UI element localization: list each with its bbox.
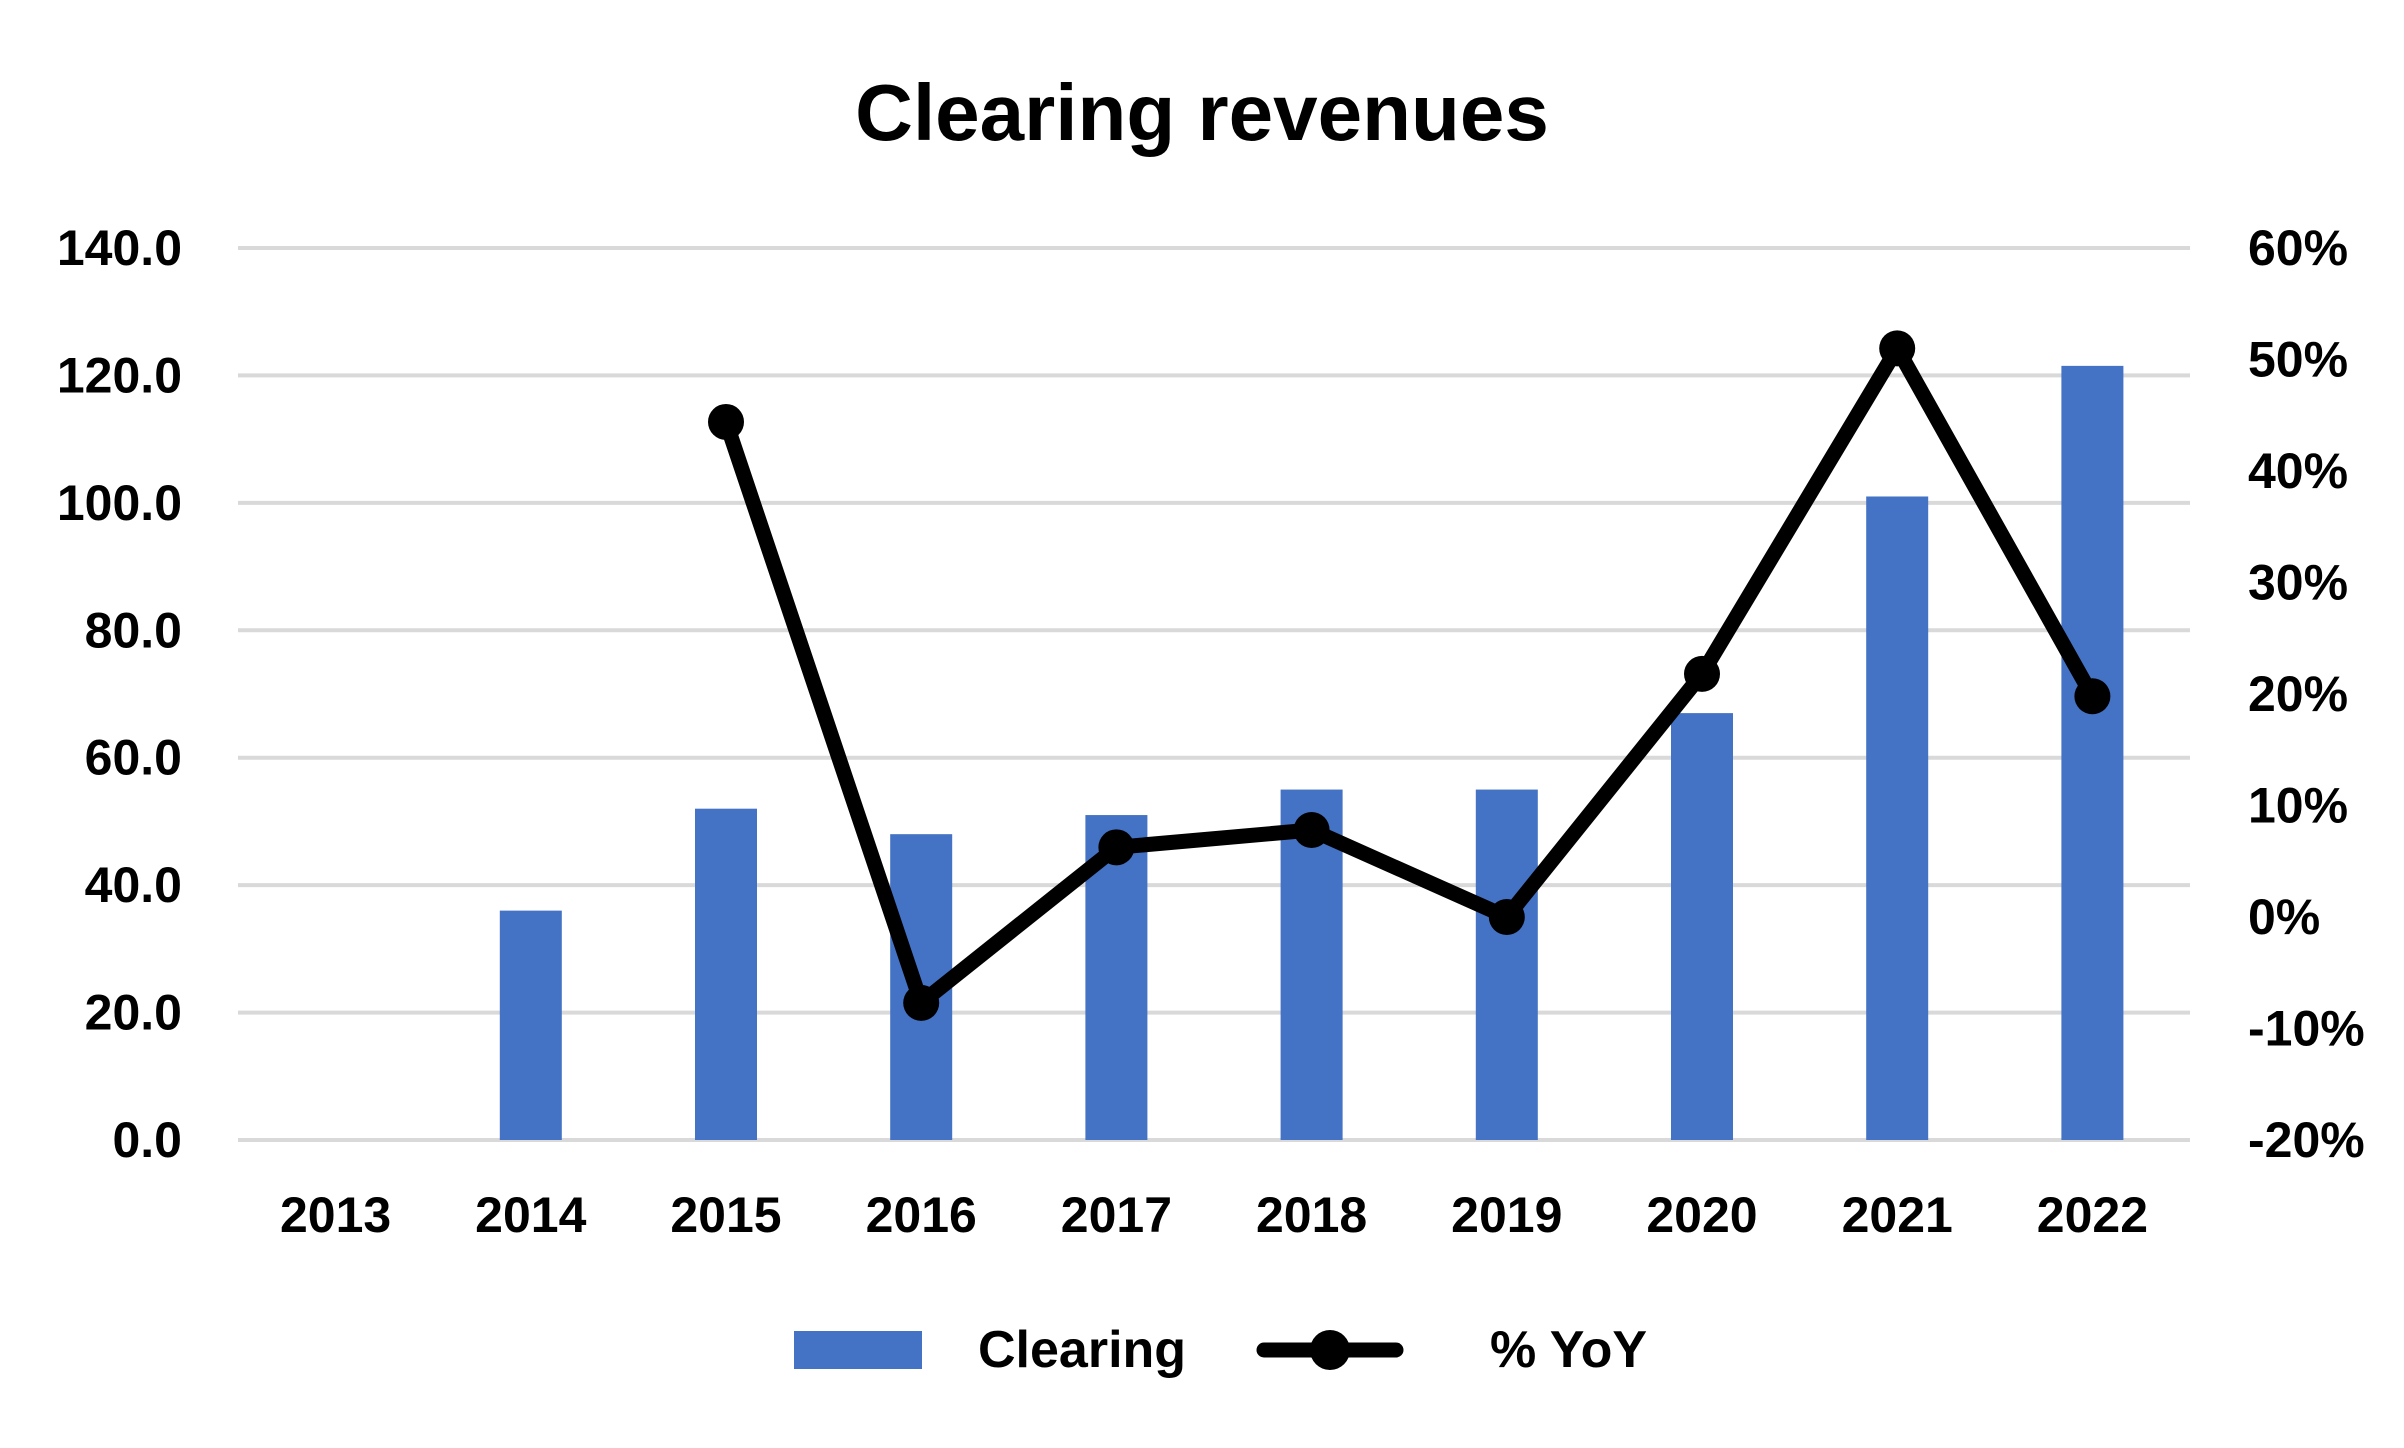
x-axis-tick-label: 2017 xyxy=(1061,1187,1172,1243)
x-axis-tick-label: 2022 xyxy=(2037,1187,2148,1243)
right-axis-tick-label: 10% xyxy=(2248,778,2348,834)
x-axis-tick-label: 2020 xyxy=(1646,1187,1757,1243)
bar-series-clearing xyxy=(499,365,2124,1140)
line-series-yoy xyxy=(708,330,2111,1021)
left-y-axis-ticks: 0.0 20.0 40.0 60.0 80.0 100.0 120.0 140.0 xyxy=(57,220,182,1168)
right-axis-tick-label: 30% xyxy=(2248,555,2348,611)
yoy-point xyxy=(708,403,744,440)
yoy-point xyxy=(1293,812,1330,849)
left-axis-tick-label: 20.0 xyxy=(85,985,182,1041)
left-axis-tick-label: 40.0 xyxy=(85,857,182,913)
x-axis-tick-label: 2016 xyxy=(866,1187,977,1243)
yoy-line xyxy=(718,340,2100,1011)
right-axis-tick-label: -10% xyxy=(2248,1001,2365,1057)
bar-clearing xyxy=(1475,789,1538,1140)
left-axis-tick-label: 140.0 xyxy=(57,220,182,276)
right-y-axis-ticks: -20% -10% 0% 10% 20% 30% 40% 50% 60% xyxy=(2248,220,2365,1168)
bar-clearing xyxy=(1866,496,1929,1140)
right-axis-tick-label: 20% xyxy=(2248,666,2348,722)
bar-clearing xyxy=(695,808,757,1140)
left-axis-tick-label: 80.0 xyxy=(85,602,182,658)
right-axis-tick-label: 0% xyxy=(2248,889,2320,945)
gridlines xyxy=(238,246,2190,1142)
x-axis-tick-label: 2018 xyxy=(1256,1187,1367,1243)
right-axis-tick-label: -20% xyxy=(2248,1112,2365,1168)
x-axis-tick-label: 2019 xyxy=(1451,1187,1562,1243)
x-axis-tick-label: 2021 xyxy=(1842,1187,1953,1243)
yoy-point xyxy=(1684,655,1720,692)
yoy-point xyxy=(1879,330,1916,367)
yoy-point xyxy=(1098,829,1135,866)
left-axis-tick-label: 100.0 xyxy=(57,475,182,531)
left-axis-tick-label: 120.0 xyxy=(57,347,182,403)
chart-title: Clearing revenues xyxy=(855,68,1549,157)
left-axis-tick-label: 60.0 xyxy=(85,730,182,786)
legend: Clearing % YoY xyxy=(794,1321,1647,1379)
left-axis-tick-label: 0.0 xyxy=(112,1112,182,1168)
legend-label-clearing: Clearing xyxy=(978,1321,1186,1379)
bar-clearing xyxy=(2061,365,2124,1140)
right-axis-tick-label: 60% xyxy=(2248,220,2348,276)
yoy-point xyxy=(2074,678,2111,715)
legend-label-yoy: % YoY xyxy=(1490,1321,1647,1379)
bar-clearing xyxy=(1671,713,1733,1140)
legend-swatch-clearing xyxy=(794,1331,922,1369)
yoy-point xyxy=(903,984,940,1021)
x-axis-tick-label: 2015 xyxy=(670,1187,781,1243)
yoy-point xyxy=(1488,899,1525,935)
x-axis-tick-label: 2014 xyxy=(475,1187,586,1243)
legend-swatch-yoy-marker xyxy=(1310,1330,1350,1370)
x-axis-ticks: 2013 2014 2015 2016 2017 2018 2019 2020 2021 2022 xyxy=(280,1187,2148,1243)
right-axis-tick-label: 40% xyxy=(2248,443,2348,499)
bar-clearing xyxy=(499,910,562,1140)
right-axis-tick-label: 50% xyxy=(2248,332,2348,388)
x-axis-tick-label: 2013 xyxy=(280,1187,391,1243)
